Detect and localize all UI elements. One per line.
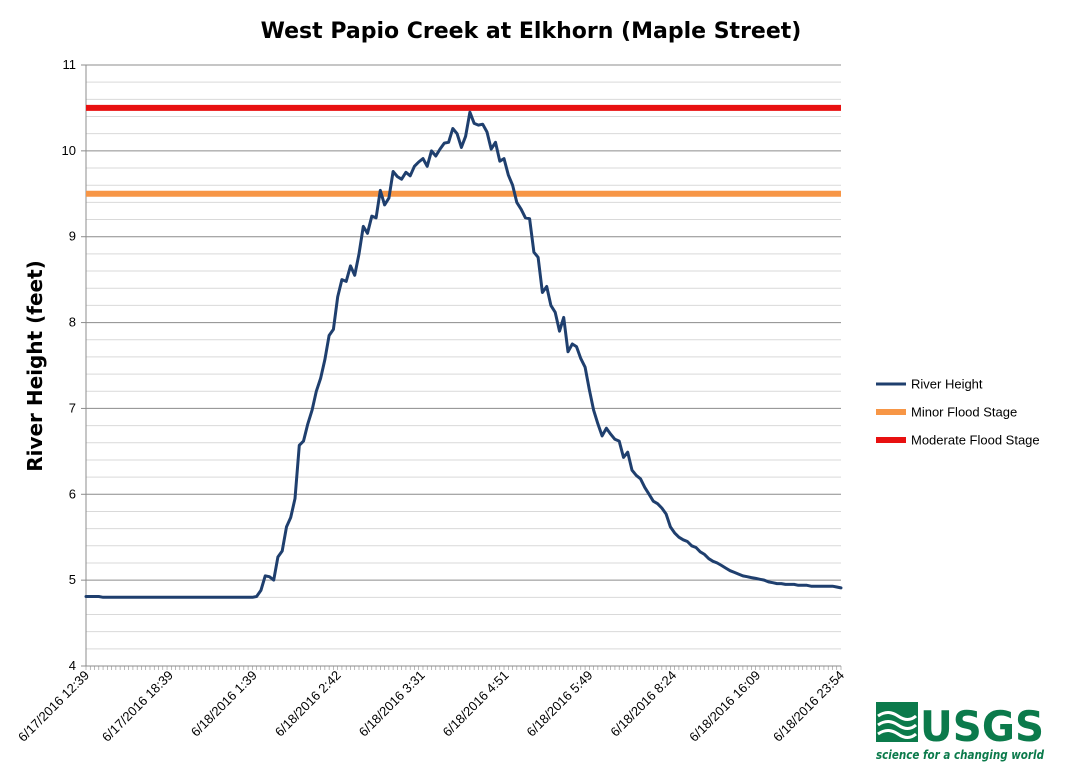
legend: River Height Minor Flood Stage Moderate Fl… [876, 377, 1040, 448]
x-tick-label: 6/18/2016 1:39 [188, 668, 260, 740]
usgs-logo-wave [877, 711, 917, 739]
x-tick-label: 6/18/2016 5:49 [524, 668, 596, 740]
legend-label: Minor Flood Stage [911, 405, 1017, 420]
y-axis-label: River Height (feet) [23, 260, 47, 472]
axes [81, 64, 842, 670]
legend-label: Moderate Flood Stage [911, 433, 1040, 448]
usgs-logo: USGS science for a changing world [876, 702, 1045, 762]
x-tick-label: 6/18/2016 2:42 [272, 668, 344, 740]
x-tick-label: 6/18/2016 8:24 [607, 668, 679, 740]
x-tick-label: 6/18/2016 23:54 [770, 668, 847, 745]
x-tick-label: 6/17/2016 12:39 [15, 668, 92, 745]
y-tick-label: 9 [69, 229, 76, 244]
minor-gridlines [86, 81, 841, 650]
y-tick-labels: 4 5 6 7 8 9 10 11 [62, 57, 76, 673]
major-gridlines [86, 64, 841, 667]
y-tick-label: 6 [69, 486, 76, 501]
x-tick-labels: 6/17/2016 12:39 6/17/2016 18:39 6/18/2016 … [15, 668, 847, 745]
y-tick-label: 4 [69, 658, 76, 673]
y-tick-label: 5 [69, 572, 76, 587]
legend-label: River Height [911, 377, 983, 392]
usgs-logo-tagline: science for a changing world [876, 747, 1045, 762]
usgs-logo-wordmark: USGS [920, 702, 1044, 751]
series-group [84, 104, 843, 599]
y-tick-label: 7 [69, 400, 76, 415]
x-tick-label: 6/18/2016 3:31 [356, 668, 428, 740]
x-tick-label: 6/18/2016 4:51 [440, 668, 512, 740]
x-tick-label: 6/17/2016 18:39 [99, 668, 176, 745]
x-tick-label: 6/18/2016 16:09 [686, 668, 763, 745]
chart-title: West Papio Creek at Elkhorn (Maple Stree… [261, 19, 802, 44]
y-tick-label: 11 [63, 57, 77, 72]
y-tick-label: 8 [69, 315, 76, 330]
y-tick-label: 10 [62, 143, 76, 158]
river-height-line [84, 110, 843, 599]
